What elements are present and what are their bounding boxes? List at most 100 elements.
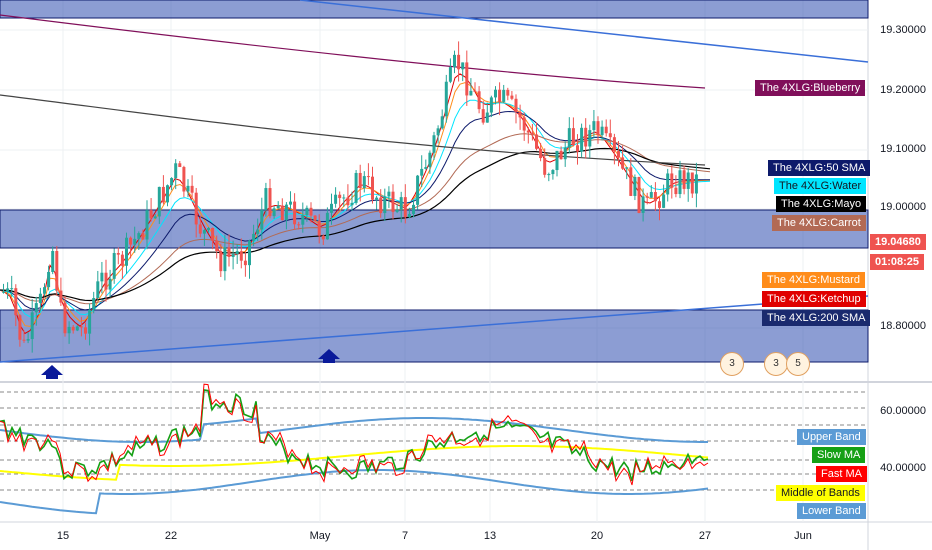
candle-body — [190, 185, 194, 193]
event-count: 3 — [729, 358, 735, 369]
trendline-lower — [0, 295, 869, 363]
tag-upper-band: Upper Band — [797, 429, 866, 445]
candle-body — [219, 250, 223, 272]
candle-body — [600, 126, 604, 136]
candle-body — [399, 197, 403, 210]
candle-body — [584, 127, 588, 147]
candle-body — [223, 247, 227, 272]
candle-body — [63, 302, 67, 334]
current-price-label: 19.04680 — [870, 234, 926, 250]
candle-body — [608, 133, 612, 138]
middle-of-bands-line — [0, 445, 709, 481]
candle-body — [170, 178, 174, 186]
candle-body — [645, 196, 649, 198]
candle-body — [440, 116, 444, 129]
candle-body — [674, 187, 678, 195]
time-axis-label: 7 — [401, 530, 409, 542]
candle-body — [555, 150, 559, 171]
bar-countdown-label: 01:08:25 — [870, 254, 925, 270]
candle-body — [424, 167, 428, 169]
candle-body — [243, 260, 247, 266]
candle-body — [678, 170, 682, 195]
candle-body — [252, 233, 256, 241]
candle-body — [403, 197, 407, 218]
candle-body — [59, 290, 63, 303]
fast-ma-line — [0, 383, 709, 486]
candle-body — [653, 192, 657, 202]
candle-body — [457, 54, 461, 70]
candle-body — [207, 227, 210, 231]
candle-body — [412, 204, 415, 214]
candle-body — [71, 326, 75, 331]
candle-body — [407, 213, 411, 218]
candle-body — [84, 327, 87, 334]
time-axis-label: 15 — [56, 530, 70, 542]
candle-body — [317, 220, 321, 236]
candle-body — [489, 97, 493, 113]
candle-body — [649, 192, 653, 198]
candle-body — [198, 224, 202, 234]
candle-body — [502, 89, 506, 102]
candle-body — [96, 281, 100, 299]
candle-body — [592, 121, 596, 131]
candle-body — [321, 235, 325, 240]
candle-body — [141, 233, 145, 240]
candle-body — [239, 251, 243, 261]
candle-body — [280, 205, 284, 221]
candle-body — [231, 254, 235, 257]
time-axis-label: 22 — [164, 530, 178, 542]
tag-50-sma: The 4XLG:50 SMA — [768, 160, 871, 176]
lower-band-line — [0, 469, 709, 515]
up-arrow-icon — [318, 349, 340, 363]
candle-body — [690, 172, 694, 194]
candle-body — [629, 167, 633, 196]
candle-body — [309, 207, 313, 216]
supply-zone — [0, 0, 869, 19]
candle-body — [272, 208, 276, 217]
candle-body — [157, 186, 161, 217]
candle-body — [395, 209, 399, 212]
candle-body — [494, 89, 497, 98]
candle-body — [67, 326, 71, 334]
candle-body — [235, 251, 239, 255]
candle-body — [34, 303, 38, 313]
candle-body — [596, 121, 600, 136]
candle-body — [358, 172, 362, 189]
candle-body — [448, 67, 452, 82]
candle-body — [104, 272, 108, 290]
candle-body — [354, 172, 358, 203]
candle-body — [485, 112, 489, 123]
demand-zone — [0, 309, 869, 363]
candle-body — [75, 326, 79, 331]
candle-body — [149, 210, 153, 219]
candle-body — [112, 253, 116, 279]
candle-body — [465, 62, 469, 96]
candle-body — [268, 188, 272, 217]
candle-body — [662, 194, 666, 208]
candle-body — [514, 98, 518, 112]
candle-body — [116, 253, 120, 255]
price-axis-label: 18.80000 — [880, 320, 926, 332]
candle-body — [522, 117, 526, 131]
candle-body — [481, 109, 485, 123]
up-arrow-icon — [41, 365, 63, 379]
candle-body — [161, 186, 165, 203]
candle-body — [47, 271, 51, 288]
tag-mayo: The 4XLG:Mayo — [776, 196, 867, 212]
time-axis-label: May — [309, 530, 331, 542]
candle-body — [571, 128, 575, 146]
tag-mustard: The 4XLG:Mustard — [762, 272, 865, 288]
candle-body — [518, 111, 522, 118]
event-badge[interactable]: 3 — [764, 352, 788, 376]
time-axis-label: 13 — [483, 530, 497, 542]
candle-body — [477, 91, 481, 110]
candle-body — [305, 207, 309, 216]
candle-body — [301, 215, 305, 225]
event-badge[interactable]: 3 — [720, 352, 744, 376]
candle-body — [297, 224, 301, 226]
event-badge[interactable]: 5 — [786, 352, 810, 376]
candle-body — [153, 216, 157, 219]
event-count: 5 — [795, 358, 801, 369]
